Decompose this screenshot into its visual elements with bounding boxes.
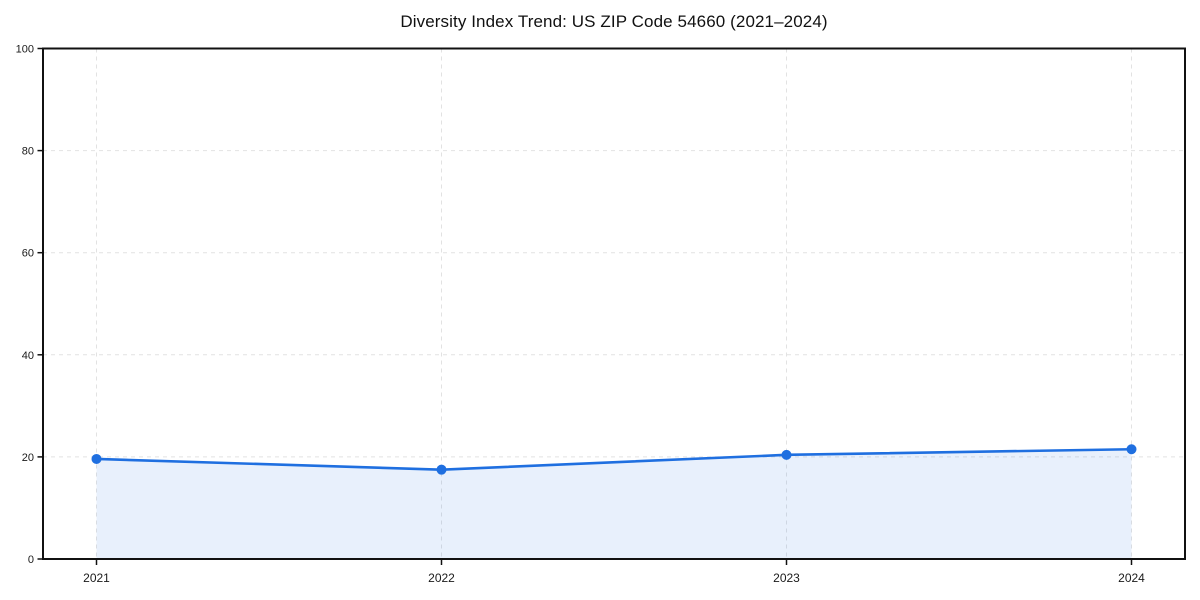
area-fill [96,449,1132,559]
data-point-2022 [436,464,447,475]
data-point-2024 [1126,444,1137,455]
data-point-2023 [781,449,792,460]
x-tick-label: 2024 [1118,571,1145,585]
x-tick-label: 2022 [428,571,455,585]
y-tick-label: 0 [28,554,34,566]
data-point-2021 [91,453,102,464]
y-tick-label: 80 [22,146,34,158]
trend-line [95,447,1133,471]
x-tick-label: 2021 [83,571,110,585]
plot-border [42,47,1186,560]
y-tick-label: 20 [22,452,34,464]
chart-title: Diversity Index Trend: US ZIP Code 54660… [400,12,828,31]
x-tick-label: 2023 [773,571,800,585]
y-tick-label: 40 [22,350,34,362]
y-tick-label: 60 [22,248,34,260]
y-tick-label: 100 [16,44,34,56]
